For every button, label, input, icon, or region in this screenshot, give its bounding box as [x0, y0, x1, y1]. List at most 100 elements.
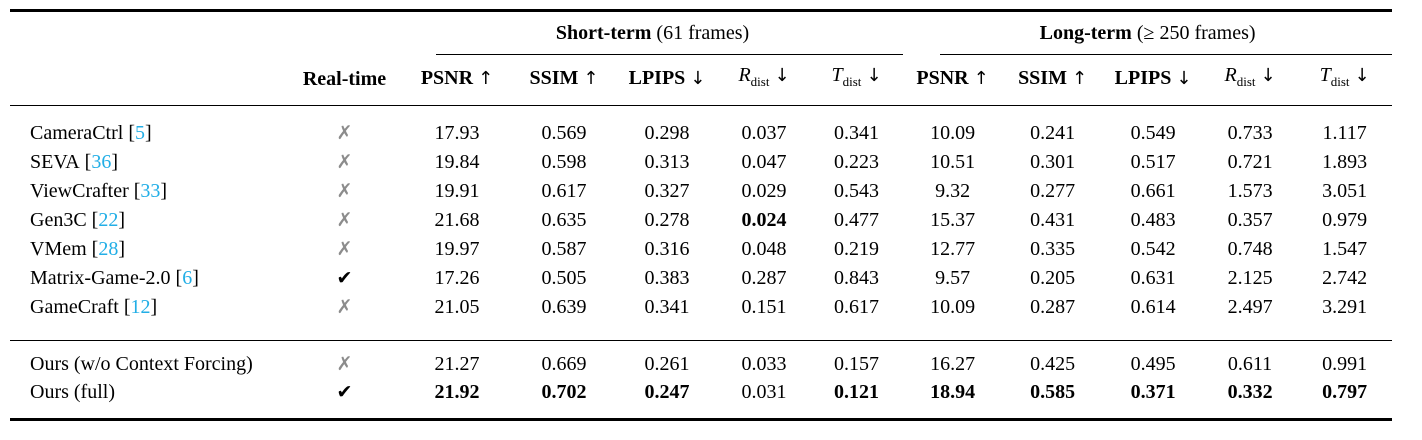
- citation-bracket-close: ]: [192, 267, 199, 289]
- citation-bracket-open: [: [91, 238, 99, 260]
- citation-link[interactable]: 28: [98, 238, 119, 260]
- metric-value-short: 17.26: [434, 267, 480, 289]
- metric-value-long: 0.631: [1130, 267, 1176, 289]
- metric-label: LPIPS: [628, 67, 686, 89]
- metric-value-short: 0.223: [834, 151, 880, 173]
- citation: [5]: [128, 122, 151, 144]
- method-name: VMem: [30, 238, 87, 260]
- long-term-rule: [940, 54, 1393, 55]
- citation-link[interactable]: 12: [130, 296, 151, 318]
- metric-value-short: 19.84: [434, 151, 480, 173]
- realtime-cell: ✗: [287, 177, 402, 206]
- citation-bracket-open: [: [123, 296, 131, 318]
- up-arrow-icon: ↑: [973, 68, 989, 89]
- metric-value-long: 9.32: [935, 180, 971, 202]
- up-arrow-icon: ↑: [478, 68, 494, 89]
- metric-value-short: 0.033: [718, 340, 810, 378]
- citation-link[interactable]: 6: [182, 267, 193, 289]
- citation-bracket-open: [: [175, 267, 183, 289]
- metric-label: R: [738, 64, 751, 86]
- metric-value-long: 0.611: [1203, 340, 1298, 378]
- realtime-column-header: Real-time: [287, 55, 402, 106]
- citation-bracket-close: ]: [144, 122, 152, 144]
- metric-value-long: 18.94: [930, 381, 976, 403]
- metric-value-short: 0.477: [834, 209, 880, 231]
- metric-value-short: 0.702: [541, 381, 587, 403]
- metric-value-long: 2.742: [1322, 267, 1368, 289]
- metric-value-short: 0.341: [834, 122, 880, 144]
- metric-value-short: 21.05: [434, 296, 480, 318]
- metric-value-short: 0.261: [616, 340, 718, 378]
- metric-value-long: 0.332: [1227, 381, 1273, 403]
- method-name: Ours (full): [30, 381, 115, 403]
- citation-bracket-open: [: [128, 122, 135, 144]
- citation-link[interactable]: 33: [140, 180, 161, 202]
- metric-value-short: 0.569: [541, 122, 587, 144]
- metric-value-short: 0.383: [644, 267, 690, 289]
- cross-icon: ✗: [336, 238, 353, 260]
- group-header-short-term: Short-term (61 frames): [402, 11, 904, 55]
- metric-value-short: 21.92: [434, 381, 480, 403]
- metric-header-long-ssim: SSIM ↑: [1002, 55, 1104, 106]
- citation-link[interactable]: 22: [98, 209, 119, 231]
- down-arrow-icon: ↓: [1176, 68, 1192, 89]
- metric-value-long: 0.991: [1297, 340, 1393, 378]
- group-header-empty: [10, 11, 402, 56]
- up-arrow-icon: ↑: [1071, 68, 1088, 89]
- method-name: ViewCrafter: [30, 180, 129, 202]
- long-term-label: Long-term (≥ 250 frames): [903, 20, 1392, 54]
- metric-value-long: 10.09: [930, 296, 976, 318]
- citation-bracket-close: ]: [111, 151, 118, 173]
- metric-value-short: 21.27: [402, 340, 512, 378]
- metric-value-long: 9.57: [935, 267, 971, 289]
- short-term-label-rest: (61 frames): [651, 22, 750, 44]
- down-arrow-icon: ↓: [866, 65, 882, 86]
- table-row: Ours (w/o Context Forcing) ✗ 21.27 0.669 0.2…: [10, 340, 1393, 378]
- metric-value-long: 0.495: [1103, 340, 1204, 378]
- metric-subscript: dist: [750, 74, 770, 89]
- cross-icon: ✗: [336, 180, 353, 202]
- metric-value-long: 0.661: [1130, 180, 1176, 202]
- citation-bracket-close: ]: [118, 238, 126, 260]
- citation: [22]: [92, 209, 125, 231]
- metric-value-short: 0.327: [644, 180, 690, 202]
- metric-value-short: 0.157: [810, 340, 904, 378]
- realtime-cell: ✗: [287, 206, 402, 235]
- down-arrow-icon: ↓: [690, 68, 706, 89]
- realtime-cell: ✔: [287, 264, 402, 293]
- method-name: SEVA: [30, 151, 80, 173]
- metric-value-long: 0.205: [1030, 267, 1076, 289]
- metric-subscript: dist: [1236, 74, 1256, 89]
- realtime-cell: ✗: [287, 106, 402, 149]
- metric-label: T: [1319, 64, 1331, 86]
- metric-value-long: 0.371: [1130, 381, 1176, 403]
- metric-value-short: 19.97: [434, 238, 480, 260]
- citation-link[interactable]: 36: [91, 151, 112, 173]
- metric-value-short: 0.048: [741, 238, 787, 260]
- short-term-label-bold: Short-term: [555, 22, 652, 44]
- metric-value-long: 0.335: [1030, 238, 1076, 260]
- citation: [12]: [124, 296, 157, 318]
- up-arrow-icon: ↑: [583, 68, 599, 89]
- citation-link[interactable]: 5: [134, 122, 145, 144]
- citation-bracket-open: [: [84, 151, 92, 173]
- cross-icon: ✗: [336, 353, 353, 375]
- metric-value-short: 21.68: [434, 209, 480, 231]
- metric-value-short: 0.024: [741, 209, 787, 231]
- short-term-rule: [436, 54, 904, 55]
- metric-value-short: 0.639: [541, 296, 587, 318]
- table-row: Ours (full) ✔ 21.92 0.702 0.247 0.031 0.121 18.…: [10, 378, 1392, 420]
- metric-value-long: 1.893: [1322, 151, 1368, 173]
- metric-value-long: 15.37: [930, 209, 976, 231]
- metric-label: PSNR: [420, 67, 474, 89]
- citation: [6]: [176, 267, 199, 289]
- cross-icon: ✗: [336, 296, 353, 318]
- cross-icon: ✗: [336, 209, 353, 231]
- citation-bracket-open: [: [91, 209, 99, 231]
- metric-value-short: 0.341: [644, 296, 690, 318]
- table-row: VMem [28] ✗ 19.97 0.587 0.316 0.048 0.219 12.77 0…: [10, 235, 1392, 264]
- metric-value-short: 0.587: [541, 238, 587, 260]
- realtime-cell: ✗: [287, 293, 402, 341]
- metric-value-short: 0.121: [834, 381, 880, 403]
